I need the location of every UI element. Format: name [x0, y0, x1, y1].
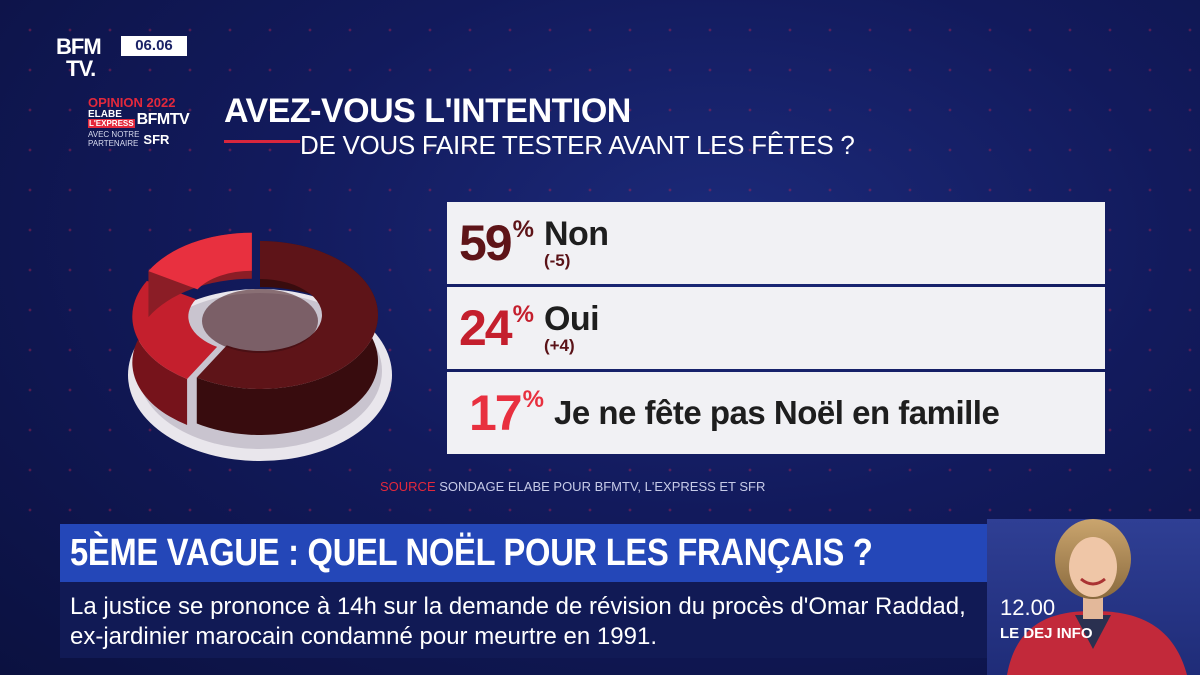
- badge-title: OPINION 2022: [88, 95, 176, 110]
- answer-row-non: 59 % Non (-5): [447, 202, 1105, 284]
- badge-lexpress: L'EXPRESS: [88, 119, 135, 128]
- opinion-badge: OPINION 2022 ELABE L'EXPRESS BFMTV AVEC …: [88, 96, 212, 160]
- change-label-non: (-5): [543, 251, 571, 270]
- donut-slice-non: [196, 241, 378, 435]
- badge-partenaire: PARTENAIRE: [88, 139, 139, 148]
- source-text: SONDAGE ELABE POUR BFMTV, L'EXPRESS ET S…: [439, 479, 766, 494]
- source-key: SOURCE: [380, 479, 436, 494]
- donut-chart: [128, 232, 392, 461]
- donut-slice-pas-noel: [148, 232, 252, 318]
- donut-slice-top-pas-noel: [148, 232, 252, 290]
- title-accent-line: [224, 140, 300, 143]
- percent-sign-pas-noel: %: [522, 386, 544, 413]
- percent-sign-oui: %: [512, 301, 534, 328]
- logo-line1: BFM: [56, 34, 102, 59]
- logo-line2: TV.: [66, 56, 96, 81]
- answer-row-pas-noel: 17 % Je ne fête pas Noël en famille: [447, 372, 1105, 454]
- answer-row-oui: 24 % Oui (+4): [447, 287, 1105, 369]
- badge-bfmtv: BFMTV: [136, 111, 190, 128]
- clock: 06.06: [121, 36, 187, 56]
- badge-avec: AVEC NOTRE: [88, 130, 140, 139]
- donut-hole: [202, 289, 318, 353]
- bfmtv-logo: BFM TV.: [56, 36, 122, 84]
- presenter-video: [987, 519, 1200, 675]
- chart-subtitle: DE VOUS FAIRE TESTER AVANT LES FÊTES ?: [300, 130, 855, 160]
- value-label-non: 59: [459, 215, 513, 271]
- donut-slice-top-non: [196, 241, 378, 389]
- news-ticker: La justice se prononce à 14h sur la dema…: [70, 593, 966, 650]
- category-label-non: Non: [543, 215, 609, 253]
- change-label-oui: (+4): [543, 336, 575, 355]
- source-line: SOURCE SONDAGE ELABE POUR BFMTV, L'EXPRE…: [380, 479, 765, 494]
- presenter-time: 12.00: [1000, 595, 1056, 620]
- category-label-oui: Oui: [543, 300, 600, 338]
- headline: 5ÈME VAGUE : QUEL NOËL POUR LES FRANÇAIS…: [70, 532, 873, 574]
- show-name: LE DEJ INFO: [1000, 625, 1093, 642]
- ticker-bar: La justice se prononce à 14h sur la dema…: [60, 582, 990, 658]
- category-label-pas-noel: Je ne fête pas Noël en famille: [553, 394, 1000, 431]
- presenter-silhouette: [1007, 519, 1187, 675]
- answers-list: 59 % Non (-5) 24 % Oui (+4) 17 % Je ne f…: [447, 202, 1105, 457]
- percent-sign-non: %: [512, 216, 534, 243]
- value-label-oui: 24: [459, 300, 513, 356]
- badge-sfr: SFR: [143, 131, 170, 147]
- headline-bar: 5ÈME VAGUE : QUEL NOËL POUR LES FRANÇAIS…: [60, 524, 990, 582]
- value-label-pas-noel: 17: [469, 385, 523, 441]
- badge-elabe: ELABE: [88, 109, 122, 120]
- chart-title: AVEZ-VOUS L'INTENTION: [224, 92, 631, 130]
